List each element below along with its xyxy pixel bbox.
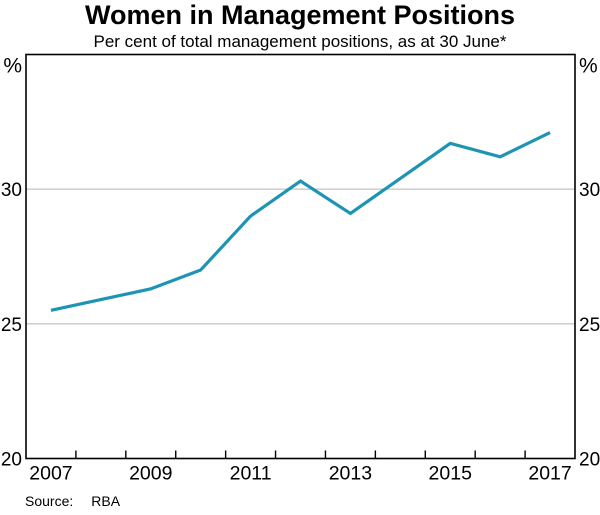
x-axis-label: 2017 [528, 463, 571, 485]
x-axis-label: 2013 [329, 463, 372, 485]
y-axis-label-left: 20 [1, 450, 22, 471]
y-axis-label-left: 30 [1, 180, 22, 201]
source-value: RBA [91, 493, 121, 509]
y-axis-unit-left: % [3, 55, 22, 78]
y-axis-unit-right: % [579, 55, 598, 78]
data-line-series [50, 131, 551, 312]
x-axis-label: 2011 [230, 463, 272, 485]
x-axis-label: 2007 [29, 463, 72, 485]
source-label: Source: [25, 493, 74, 509]
x-axis-label: 2015 [429, 463, 473, 485]
chart-title: Women in Management Positions [84, 0, 516, 30]
chart-subtitle: Per cent of total management positions, … [93, 32, 507, 51]
plot-border [25, 53, 576, 460]
source-note: Source: RBA [25, 493, 120, 509]
x-axis-label: 2009 [129, 463, 172, 485]
y-axis-label-right: 20 [579, 450, 600, 471]
y-axis-label-right: 25 [579, 315, 600, 336]
y-axis-label-right: 30 [579, 180, 600, 201]
y-axis-label-left: 25 [1, 315, 22, 336]
